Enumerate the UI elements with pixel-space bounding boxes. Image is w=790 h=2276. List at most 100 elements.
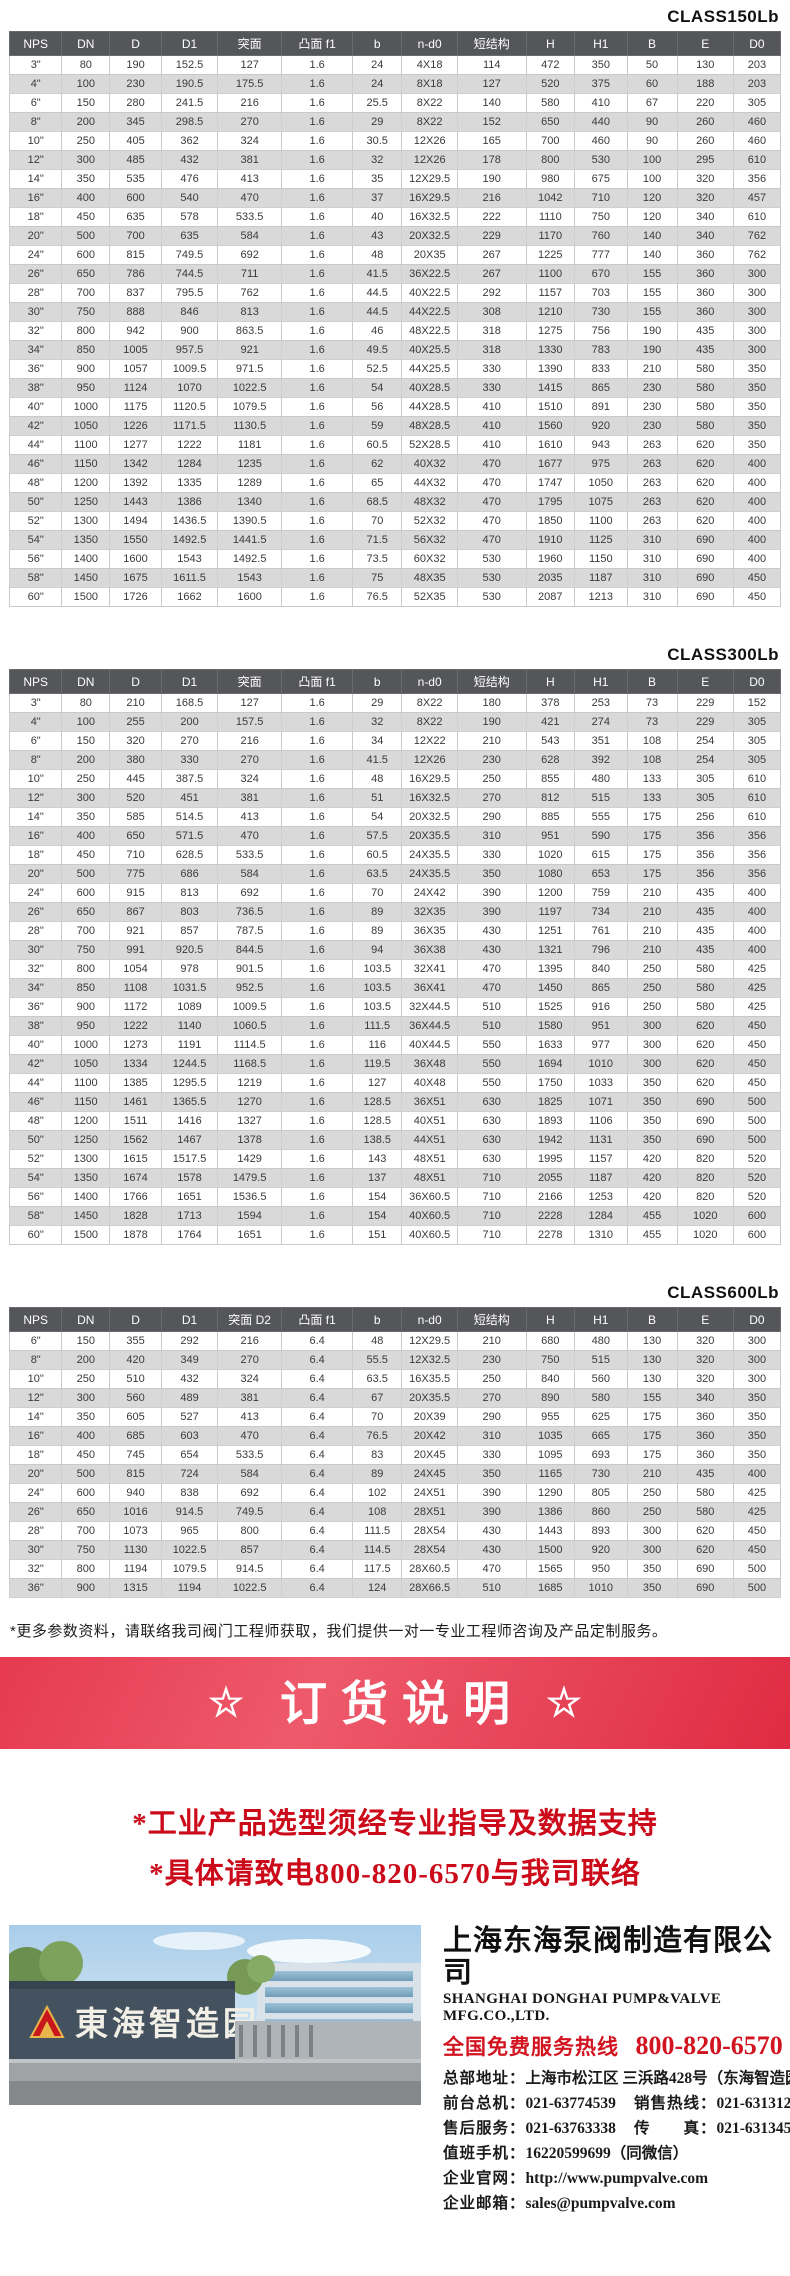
table-cell: 20": [8, 226, 63, 246]
table-cell: 700: [61, 921, 111, 941]
table-cell: 128.5: [352, 1092, 403, 1112]
table-cell: 6": [8, 1331, 63, 1351]
table-cell: 400: [732, 921, 782, 941]
table-cell: 1010: [574, 1054, 628, 1074]
table-cell: 450: [732, 568, 782, 588]
table-cell: 290: [456, 807, 527, 827]
table-cell: 390: [456, 902, 527, 922]
table-cell: 390: [456, 1502, 527, 1522]
table-cell: 140: [626, 226, 678, 246]
table-cell: 190.5: [160, 74, 219, 94]
table-cell: 83: [352, 1445, 403, 1465]
table-cell: 12X26: [401, 150, 458, 170]
table-cell: 703: [574, 283, 628, 303]
table-cell: 761: [574, 921, 628, 941]
table-cell: 20": [8, 1464, 63, 1484]
table-cell: 24X35.5: [401, 864, 458, 884]
table-cell: 1.6: [281, 454, 354, 474]
table-cell: 40X22.5: [401, 283, 458, 303]
table-cell: 470: [456, 978, 527, 998]
table-cell: 813: [160, 883, 219, 903]
table-cell: 756: [574, 321, 628, 341]
table-cell: 1114.5: [217, 1035, 283, 1055]
table-cell: 571.5: [160, 826, 219, 846]
table-row: 46" 1150 1342 1284 1235 1.6 62 40X32 470 1677 975 2…: [8, 454, 782, 474]
table-cell: 711: [217, 264, 283, 284]
table-row: 54" 1350 1674 1578 1479.5 1.6 137 48X51 710 2055 1…: [8, 1168, 782, 1188]
table-cell: 300: [61, 150, 111, 170]
table-cell: 300: [61, 788, 111, 808]
table-cell: 620: [676, 1016, 734, 1036]
table-cell: 330: [456, 378, 527, 398]
table-cell: 620: [676, 1054, 734, 1074]
table-cell: 425: [732, 1502, 782, 1522]
table-cell: 345: [109, 112, 162, 132]
table-cell: 888: [109, 302, 162, 322]
table-cell: 1385: [109, 1073, 162, 1093]
table-cell: 665: [574, 1426, 628, 1446]
table-cell: 783: [574, 340, 628, 360]
table-cell: 700: [61, 283, 111, 303]
table-cell: 32X44.5: [401, 997, 458, 1017]
table-cell: 603: [160, 1426, 219, 1446]
table-row: 16" 400 600 540 470 1.6 37 16X29.5 216 1042 710 120…: [8, 188, 782, 208]
table-cell: 420: [626, 1187, 678, 1207]
table-cell: 1713: [160, 1206, 219, 1226]
table-cell: 350: [626, 1559, 678, 1579]
table-cell: 127: [217, 693, 283, 713]
table-cell: 730: [574, 302, 628, 322]
table-cell: 20X32.5: [401, 807, 458, 827]
table-row: 28" 700 837 795.5 762 1.6 44.5 40X22.5 292 1157 70…: [8, 283, 782, 303]
table-cell: 620: [676, 1540, 734, 1560]
table-cell: 585: [109, 807, 162, 827]
table-cell: 80: [61, 693, 111, 713]
table-cell: 610: [732, 769, 782, 789]
table-cell: 425: [732, 978, 782, 998]
table-cell: 1315: [109, 1578, 162, 1598]
table-cell: 178: [456, 150, 527, 170]
contact-value: 上海市松江区 三浜路428号（东海智造园）: [525, 2070, 790, 2087]
table-cell: 80: [61, 55, 111, 75]
table-cell: 1386: [525, 1502, 576, 1522]
table-row: 42" 1050 1226 1171.5 1130.5 1.6 59 48X28.5 410 15…: [8, 416, 782, 436]
contact-link[interactable]: sales@pumpvalve.com: [525, 2195, 676, 2212]
table-cell: 535: [109, 169, 162, 189]
table-cell: 70: [352, 511, 403, 531]
table-cell: 1100: [574, 511, 628, 531]
table-cell: 470: [217, 1426, 283, 1446]
column-header: E: [676, 669, 734, 694]
table-cell: 350: [456, 1464, 527, 1484]
table-cell: 102: [352, 1483, 403, 1503]
contact-link[interactable]: http://www.pumpvalve.com: [525, 2170, 709, 2187]
table-cell: 360: [676, 245, 734, 265]
company-info-block: 上海东海泵阀制造有限公司 SHANGHAI DONGHAI PUMP&VALVE…: [443, 1925, 790, 2216]
table-cell: 349: [160, 1350, 219, 1370]
column-header: B: [626, 669, 678, 694]
table-cell: 600: [732, 1206, 782, 1226]
table-cell: 324: [217, 1369, 283, 1389]
table-cell: 40X32: [401, 454, 458, 474]
table-cell: 90: [626, 131, 678, 151]
table-cell: 267: [456, 245, 527, 265]
table-cell: 734: [574, 902, 628, 922]
table-cell: 40X48: [401, 1073, 458, 1093]
table-cell: 1.6: [281, 1073, 354, 1093]
table-cell: 300: [732, 283, 782, 303]
table-cell: 1562: [109, 1130, 162, 1150]
table-cell: 155: [626, 302, 678, 322]
table-cell: 1175: [109, 397, 162, 417]
column-header: H1: [574, 31, 628, 56]
table-cell: 30.5: [352, 131, 403, 151]
table-cell: 435: [676, 921, 734, 941]
table-cell: 555: [574, 807, 628, 827]
table-cell: 560: [574, 1369, 628, 1389]
table-cell: 915: [109, 883, 162, 903]
table-cell: 450: [732, 1521, 782, 1541]
table-cell: 1225: [525, 245, 576, 265]
table-cell: 60": [8, 1225, 63, 1245]
table-cell: 175: [626, 807, 678, 827]
table-cell: 620: [676, 492, 734, 512]
table-cell: 1675: [109, 568, 162, 588]
table-cell: 921: [217, 340, 283, 360]
table-cell: 117.5: [352, 1559, 403, 1579]
